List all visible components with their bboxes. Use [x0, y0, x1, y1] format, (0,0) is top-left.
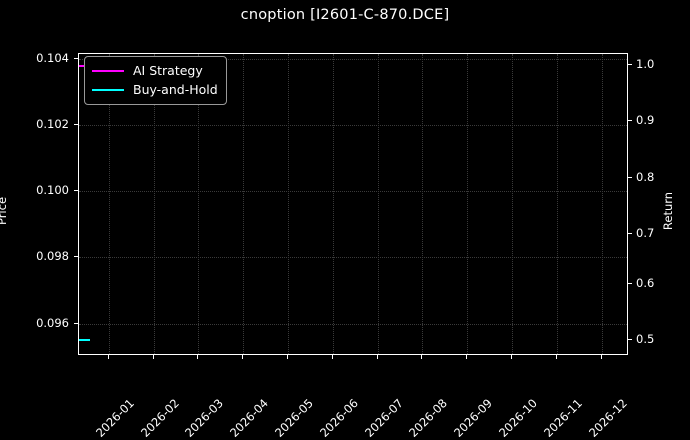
y-tick-mark-left [74, 58, 78, 59]
legend-item[interactable]: AI Strategy [92, 61, 218, 80]
y-tick-label-right: 0.8 [636, 170, 655, 184]
x-tick-label: 2026-01 [93, 362, 171, 440]
gridline-vertical [109, 54, 110, 354]
x-tick-label-text: 2026-04 [227, 395, 271, 440]
gridline-vertical [467, 54, 468, 354]
x-tick-label: 2026-07 [362, 362, 440, 440]
gridline-horizontal [79, 191, 627, 192]
gridline-horizontal [79, 59, 627, 60]
chart-figure: cnoption [I2601-C-870.DCE] 2026-01 2026-0… [0, 7, 675, 440]
gridline-vertical [422, 54, 423, 354]
y-tick-label-left: 0.104 [36, 51, 69, 65]
y-tick-label-right: 1.0 [636, 57, 655, 71]
gridline-vertical [602, 54, 603, 354]
x-tick-mark [511, 355, 512, 359]
y-tick-mark-right [628, 283, 632, 284]
y-tick-label-left: 0.096 [36, 316, 69, 330]
x-tick-mark [108, 355, 109, 359]
x-tick-label-text: 2026-08 [406, 395, 450, 440]
x-tick-label: 2026-04 [227, 362, 305, 440]
y-tick-mark-right [628, 64, 632, 65]
x-tick-mark [556, 355, 557, 359]
y-tick-mark-left [74, 190, 78, 191]
y-tick-mark-right [628, 120, 632, 121]
gridline-horizontal [79, 257, 627, 258]
y-tick-label-left: 0.100 [36, 183, 69, 197]
y-tick-label-left: 0.102 [36, 117, 69, 131]
series-line-buy-and-hold [79, 339, 90, 341]
y-tick-mark-right [628, 177, 632, 178]
x-tick-label: 2026-08 [406, 362, 484, 440]
x-tick-label: 2026-12 [586, 362, 664, 440]
x-tick-label-text: 2026-05 [272, 395, 316, 440]
x-tick-mark [287, 355, 288, 359]
x-tick-mark [197, 355, 198, 359]
x-tick-mark [242, 355, 243, 359]
gridline-vertical [557, 54, 558, 354]
x-tick-mark [466, 355, 467, 359]
x-tick-label-text: 2026-02 [138, 395, 182, 440]
x-tick-label: 2026-11 [541, 362, 619, 440]
y-axis-label-left: Price [0, 196, 9, 226]
y-tick-mark-left [74, 256, 78, 257]
x-tick-label-text: 2026-07 [362, 395, 406, 440]
gridline-vertical [378, 54, 379, 354]
x-tick-label: 2026-09 [451, 362, 529, 440]
x-tick-mark [377, 355, 378, 359]
chart-legend[interactable]: AI Strategy Buy-and-Hold [84, 56, 227, 105]
x-tick-label: 2026-02 [138, 362, 216, 440]
gridline-vertical [512, 54, 513, 354]
gridline-vertical [198, 54, 199, 354]
y-tick-label-right: 0.6 [636, 276, 655, 290]
gridline-vertical [154, 54, 155, 354]
page-title: cnoption [I2601-C-870.DCE] [240, 7, 450, 23]
x-tick-mark [601, 355, 602, 359]
x-tick-label: 2026-06 [317, 362, 395, 440]
x-tick-mark [153, 355, 154, 359]
x-tick-label-text: 2026-12 [586, 395, 630, 440]
x-tick-label-text: 2026-06 [317, 395, 361, 440]
gridline-vertical [288, 54, 289, 354]
x-tick-label: 2026-10 [496, 362, 574, 440]
x-tick-label-text: 2026-03 [182, 395, 226, 440]
legend-item-label: Buy-and-Hold [133, 82, 218, 97]
x-tick-label-text: 2026-09 [451, 395, 495, 440]
y-tick-mark-right [628, 339, 632, 340]
legend-item[interactable]: Buy-and-Hold [92, 80, 218, 99]
legend-color-swatch [92, 88, 124, 91]
gridline-horizontal [79, 324, 627, 325]
y-tick-label-left: 0.098 [36, 249, 69, 263]
y-tick-label-right: 0.7 [636, 226, 655, 240]
gridline-vertical [243, 54, 244, 354]
gridline-vertical [333, 54, 334, 354]
x-tick-mark [332, 355, 333, 359]
x-tick-mark [421, 355, 422, 359]
x-tick-label-text: 2026-01 [93, 395, 137, 440]
gridline-horizontal [79, 125, 627, 126]
y-tick-label-right: 0.9 [636, 113, 655, 127]
y-tick-mark-left [74, 323, 78, 324]
x-tick-label-text: 2026-11 [541, 395, 585, 440]
x-tick-label: 2026-05 [272, 362, 350, 440]
y-tick-mark-right [628, 233, 632, 234]
x-tick-label: 2026-03 [182, 362, 260, 440]
y-axis-label-right: Return [661, 191, 675, 231]
legend-color-swatch [92, 69, 124, 72]
y-tick-mark-left [74, 124, 78, 125]
y-tick-label-right: 0.5 [636, 332, 655, 346]
x-tick-label-text: 2026-10 [496, 395, 540, 440]
legend-item-label: AI Strategy [133, 63, 203, 78]
